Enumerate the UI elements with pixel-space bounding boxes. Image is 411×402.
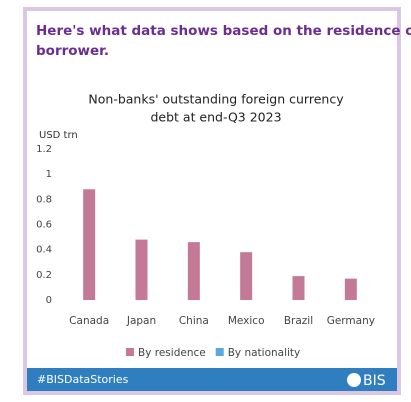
legend-label: By nationality — [228, 347, 301, 359]
chart-title: Non-banks' outstanding foreign currency — [88, 92, 344, 107]
logo-text: BIS — [363, 373, 386, 389]
y-tick-label: 0.4 — [36, 245, 52, 256]
x-tick-label: Brazil — [284, 315, 313, 327]
x-tick-label: China — [179, 315, 209, 327]
bar — [344, 278, 357, 300]
y-axis-label: USD trn — [39, 130, 78, 141]
legend-swatch — [215, 348, 224, 356]
y-tick-label: 1 — [46, 169, 52, 180]
legend-label: By residence — [138, 347, 206, 359]
footer-bar — [27, 368, 397, 391]
chart-title: debt at end-Q3 2023 — [150, 110, 281, 125]
bar — [187, 242, 200, 300]
footer-hashtag: #BISDataStories — [37, 373, 129, 386]
x-tick-label: Germany — [327, 315, 375, 327]
x-tick-label: Mexico — [228, 315, 265, 327]
header-title: borrower. — [36, 43, 109, 59]
x-tick-label: Canada — [69, 315, 109, 327]
logo-icon — [347, 373, 361, 387]
y-tick-label: 1.2 — [36, 144, 52, 155]
x-tick-label: Japan — [126, 315, 156, 327]
header-title: Here's what data shows based on the resi… — [36, 23, 411, 39]
y-tick-label: 0.2 — [36, 270, 52, 281]
y-tick-label: 0.6 — [36, 220, 52, 231]
bar — [83, 189, 96, 300]
bar — [292, 276, 305, 300]
bar — [135, 239, 148, 300]
card — [23, 7, 401, 395]
y-tick-label: 0.8 — [36, 194, 52, 205]
bar — [240, 252, 253, 300]
y-tick-label: 0 — [46, 295, 52, 306]
legend-swatch — [126, 348, 134, 356]
